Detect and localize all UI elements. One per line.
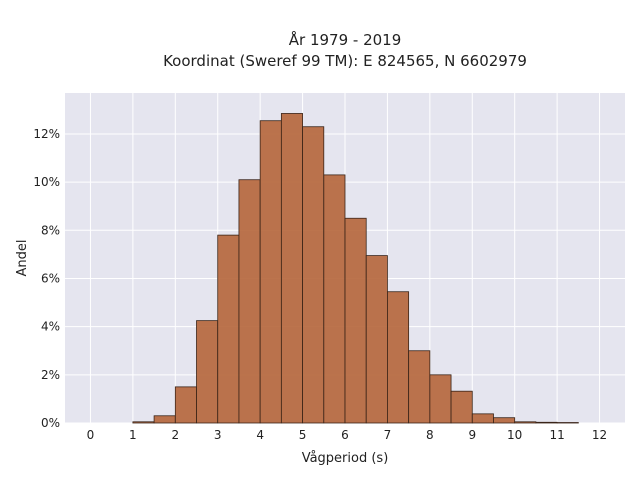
x-tick-label: 9 — [468, 428, 476, 442]
chart-title: År 1979 - 2019 — [289, 30, 402, 49]
x-tick-label: 6 — [341, 428, 349, 442]
x-tick-label: 4 — [256, 428, 264, 442]
histogram-bar — [535, 421, 558, 424]
histogram-bar — [365, 255, 388, 424]
y-ticks: 0% 2% 4% 6% 8% 10% 12% — [33, 127, 60, 430]
y-tick-label: 2% — [41, 368, 60, 382]
histogram-bar — [514, 421, 537, 424]
histogram-bar — [323, 174, 346, 424]
bars-group — [132, 113, 579, 424]
histogram-bar — [196, 320, 219, 424]
histogram-bar — [153, 415, 176, 424]
histogram-bar — [471, 413, 494, 424]
histogram-bar — [302, 126, 325, 424]
x-tick-label: 0 — [87, 428, 95, 442]
y-tick-label: 0% — [41, 416, 60, 430]
histogram-bar — [344, 217, 367, 424]
histogram-bar — [259, 120, 282, 424]
histogram-bar — [132, 421, 155, 424]
x-tick-label: 12 — [592, 428, 607, 442]
histogram-bar — [387, 291, 410, 424]
histogram-bar — [280, 113, 303, 424]
y-tick-label: 12% — [33, 127, 60, 141]
y-tick-label: 4% — [41, 320, 60, 334]
y-tick-label: 10% — [33, 175, 60, 189]
x-tick-label: 1 — [129, 428, 137, 442]
y-tick-label: 8% — [41, 223, 60, 237]
x-axis-label: Vågperiod (s) — [302, 451, 389, 466]
x-tick-label: 2 — [171, 428, 179, 442]
histogram-bar — [408, 350, 431, 424]
histogram-bar — [450, 390, 473, 424]
chart-subtitle: Koordinat (Sweref 99 TM): E 824565, N 66… — [163, 52, 527, 70]
histogram-bar — [556, 422, 579, 424]
histogram-bar — [174, 386, 197, 424]
x-tick-label: 10 — [507, 428, 522, 442]
x-tick-label: 11 — [549, 428, 564, 442]
y-tick-label: 6% — [41, 271, 60, 285]
x-tick-label: 5 — [299, 428, 307, 442]
histogram-bar — [493, 417, 516, 424]
x-tick-label: 3 — [214, 428, 222, 442]
y-axis-label: Andel — [15, 240, 30, 277]
x-ticks: 0 1 2 3 4 5 6 7 8 9 10 11 12 — [87, 428, 608, 442]
x-tick-label: 8 — [426, 428, 434, 442]
x-tick-label: 7 — [384, 428, 392, 442]
histogram-bar — [238, 179, 261, 424]
histogram-bar — [217, 234, 240, 424]
histogram-bar — [429, 374, 452, 424]
